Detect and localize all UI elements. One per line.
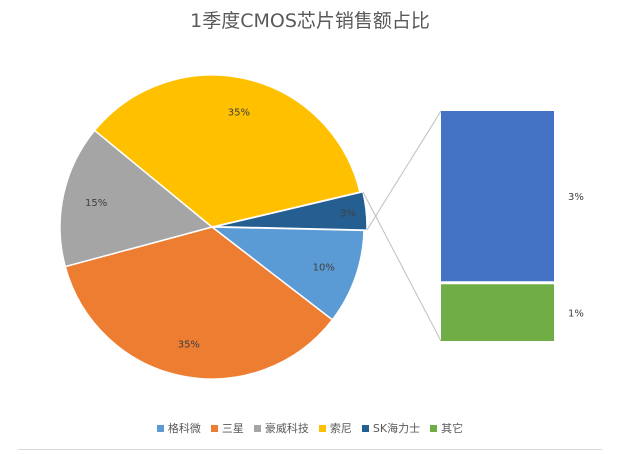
- legend-item-3: 索尼: [318, 420, 352, 436]
- legend-label-3: 索尼: [329, 422, 352, 435]
- pie-slice-3: [93, 74, 361, 228]
- legend-item-0: 格科微: [156, 420, 201, 436]
- chart-bottom-divider: [18, 449, 602, 450]
- bar-segment-4: [441, 111, 554, 282]
- legend-swatch-3: [318, 424, 326, 432]
- bar-data-label-5: 1%: [568, 309, 584, 320]
- pie-slice-1: [64, 226, 334, 380]
- chart-legend: 格科微 三星 豪威科技 索尼 SK海力士 其它: [0, 420, 620, 436]
- pie-data-label-other: 3%: [340, 209, 356, 220]
- legend-swatch-1: [210, 424, 218, 432]
- bar-data-label-4: 3%: [568, 192, 584, 203]
- legend-label-0: 格科微: [167, 422, 201, 435]
- legend-swatch-2: [253, 424, 261, 432]
- pie-data-label-2: 15%: [85, 198, 107, 209]
- legend-swatch-4: [361, 424, 369, 432]
- pie-data-label-3: 35%: [228, 108, 250, 119]
- legend-swatch-0: [156, 424, 164, 432]
- legend-label-2: 豪威科技: [264, 422, 309, 435]
- pie-slice-0: [209, 226, 365, 321]
- legend-item-2: 豪威科技: [253, 420, 309, 436]
- connector-line-bottom: [362, 191, 442, 342]
- bar-segment-5: [441, 284, 554, 341]
- legend-label-1: 三星: [221, 422, 244, 435]
- legend-label-5: 其它: [441, 422, 464, 435]
- legend-item-5: 其它: [430, 420, 463, 436]
- legend-label-4: SK海力士: [372, 422, 421, 435]
- pie-data-label-0: 10%: [313, 262, 335, 273]
- legend-item-1: 三星: [210, 420, 244, 436]
- chart-title: 1季度CMOS芯片销售额占比: [190, 10, 430, 32]
- legend-swatch-5: [430, 424, 438, 432]
- legend-item-4: SK海力士: [361, 420, 421, 436]
- pie-data-label-1: 35%: [178, 339, 200, 350]
- connector-line-top: [366, 110, 442, 231]
- pie-slice-2: [59, 129, 214, 268]
